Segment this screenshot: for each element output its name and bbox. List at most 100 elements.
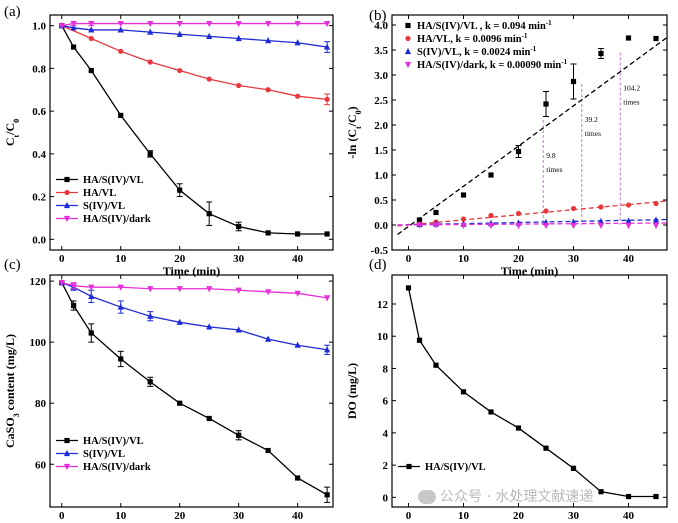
data-point xyxy=(324,295,331,302)
data-point xyxy=(235,326,242,333)
y-axis-label-part: /C xyxy=(345,114,359,127)
data-point xyxy=(176,30,183,37)
legend: HA/S(IV)/VL , k = 0.094 min-1HA/VL, k = … xyxy=(404,19,568,71)
data-point xyxy=(88,292,95,299)
data-point xyxy=(515,425,522,431)
y-tick-label: 12 xyxy=(377,299,389,311)
data-point xyxy=(324,43,331,50)
legend-marker xyxy=(404,47,412,55)
series-ha-s-iv-dark xyxy=(397,222,668,230)
data-point xyxy=(88,26,95,33)
series-ha-vl xyxy=(59,23,331,106)
x-tick-label: 20 xyxy=(513,253,525,265)
legend-label-sup: -1 xyxy=(522,32,528,40)
data-point xyxy=(653,35,659,42)
data-point xyxy=(265,37,272,44)
data-point xyxy=(176,20,183,28)
data-point xyxy=(597,222,605,230)
y-axis-label: Ct/C0 xyxy=(3,119,21,146)
data-point xyxy=(653,493,659,500)
y-tick-label: 0.6 xyxy=(32,106,46,118)
data-point xyxy=(58,280,65,287)
data-point xyxy=(597,217,605,225)
legend-label-sup: -1 xyxy=(546,19,552,27)
data-point xyxy=(147,28,154,35)
y-tick-label: 0.4 xyxy=(32,149,46,161)
data-point xyxy=(147,20,154,28)
data-point xyxy=(294,39,301,46)
y-axis-label-sub: 0 xyxy=(12,119,21,123)
legend-marker xyxy=(64,189,70,196)
data-point xyxy=(147,151,153,157)
x-tick-label: 20 xyxy=(513,510,525,522)
y-axis-label-part: DO (mg/L) xyxy=(345,363,359,419)
series-ha-s-iv-vl xyxy=(397,35,668,236)
data-point xyxy=(88,20,95,28)
series-ha-s-iv-vl xyxy=(405,285,659,500)
data-point xyxy=(147,286,154,293)
x-axis-label: Time (min) xyxy=(163,264,220,278)
axes-frame xyxy=(391,14,668,251)
y-tick-label: 10 xyxy=(377,331,389,343)
y-axis-label-part: ) xyxy=(345,106,359,110)
y-tick-label: 2 xyxy=(383,460,389,472)
legend-label-sup: -1 xyxy=(530,45,536,53)
fold-annotation-unit: times xyxy=(623,98,639,107)
data-point xyxy=(294,341,301,348)
data-point xyxy=(324,231,330,237)
y-tick-label: 3.0 xyxy=(374,70,388,82)
data-point xyxy=(176,286,183,293)
fold-annotation-unit: times xyxy=(585,129,601,138)
x-tick-label: 0 xyxy=(59,253,65,265)
data-point xyxy=(117,20,124,28)
data-point xyxy=(206,20,213,28)
legend-entry: HA/S(IV)/VL xyxy=(83,175,144,186)
data-point xyxy=(433,209,439,216)
data-point xyxy=(236,223,242,230)
legend-label: HA/S(IV)/dark, k = 0.00090 min xyxy=(417,60,561,71)
legend-label: HA/VL, k = 0.0096 min xyxy=(417,34,522,45)
axes-frame xyxy=(49,274,334,508)
x-tick-label: 0 xyxy=(59,510,65,522)
data-point xyxy=(294,290,301,297)
legend-entry: HA/VL xyxy=(83,188,116,199)
data-point xyxy=(488,172,494,178)
y-axis-label: -ln (Ct/C0) xyxy=(345,106,363,158)
y-axis-label-part: -ln (C xyxy=(345,129,359,159)
x-tick-label: 40 xyxy=(623,253,635,265)
panel-letter: (a) xyxy=(4,4,21,20)
y-tick-label: 4.0 xyxy=(374,20,388,32)
fold-annotation-value: 39.2 xyxy=(585,115,598,124)
y-axis-label-sub: t xyxy=(354,126,363,129)
series-ha-s-iv-vl xyxy=(59,280,331,503)
y-tick-label: 60 xyxy=(35,459,47,471)
series-ha-s-iv-dark xyxy=(58,280,331,302)
data-point xyxy=(625,217,632,224)
data-point xyxy=(652,222,660,230)
legend-marker xyxy=(405,35,411,42)
data-point xyxy=(625,493,632,500)
data-point xyxy=(235,287,242,294)
data-point xyxy=(58,23,65,30)
data-point xyxy=(88,284,95,291)
data-point xyxy=(177,187,183,193)
watermark: 公众号 · 水处理文献速递 xyxy=(418,486,593,506)
x-tick-label: 20 xyxy=(174,253,186,265)
legend-marker xyxy=(404,61,412,69)
series-line xyxy=(61,25,328,101)
data-point xyxy=(460,389,467,395)
series-ha-s-iv-dark xyxy=(58,20,331,30)
data-point xyxy=(543,445,549,451)
legend-entry: HA/VL, k = 0.0096 min-1 xyxy=(417,32,528,45)
x-tick-label: 10 xyxy=(115,253,127,265)
axes-frame xyxy=(49,14,334,251)
legend-label-sup: -1 xyxy=(561,58,567,66)
data-point xyxy=(70,44,77,50)
x-tick-label: 10 xyxy=(458,253,470,265)
x-tick-label: 0 xyxy=(406,510,412,522)
y-tick-label: 3.5 xyxy=(374,45,388,57)
x-tick-label: 40 xyxy=(292,253,304,265)
y-tick-label: 0.8 xyxy=(32,63,46,75)
y-axis-label-part: /C xyxy=(3,123,17,136)
data-point xyxy=(570,465,577,471)
